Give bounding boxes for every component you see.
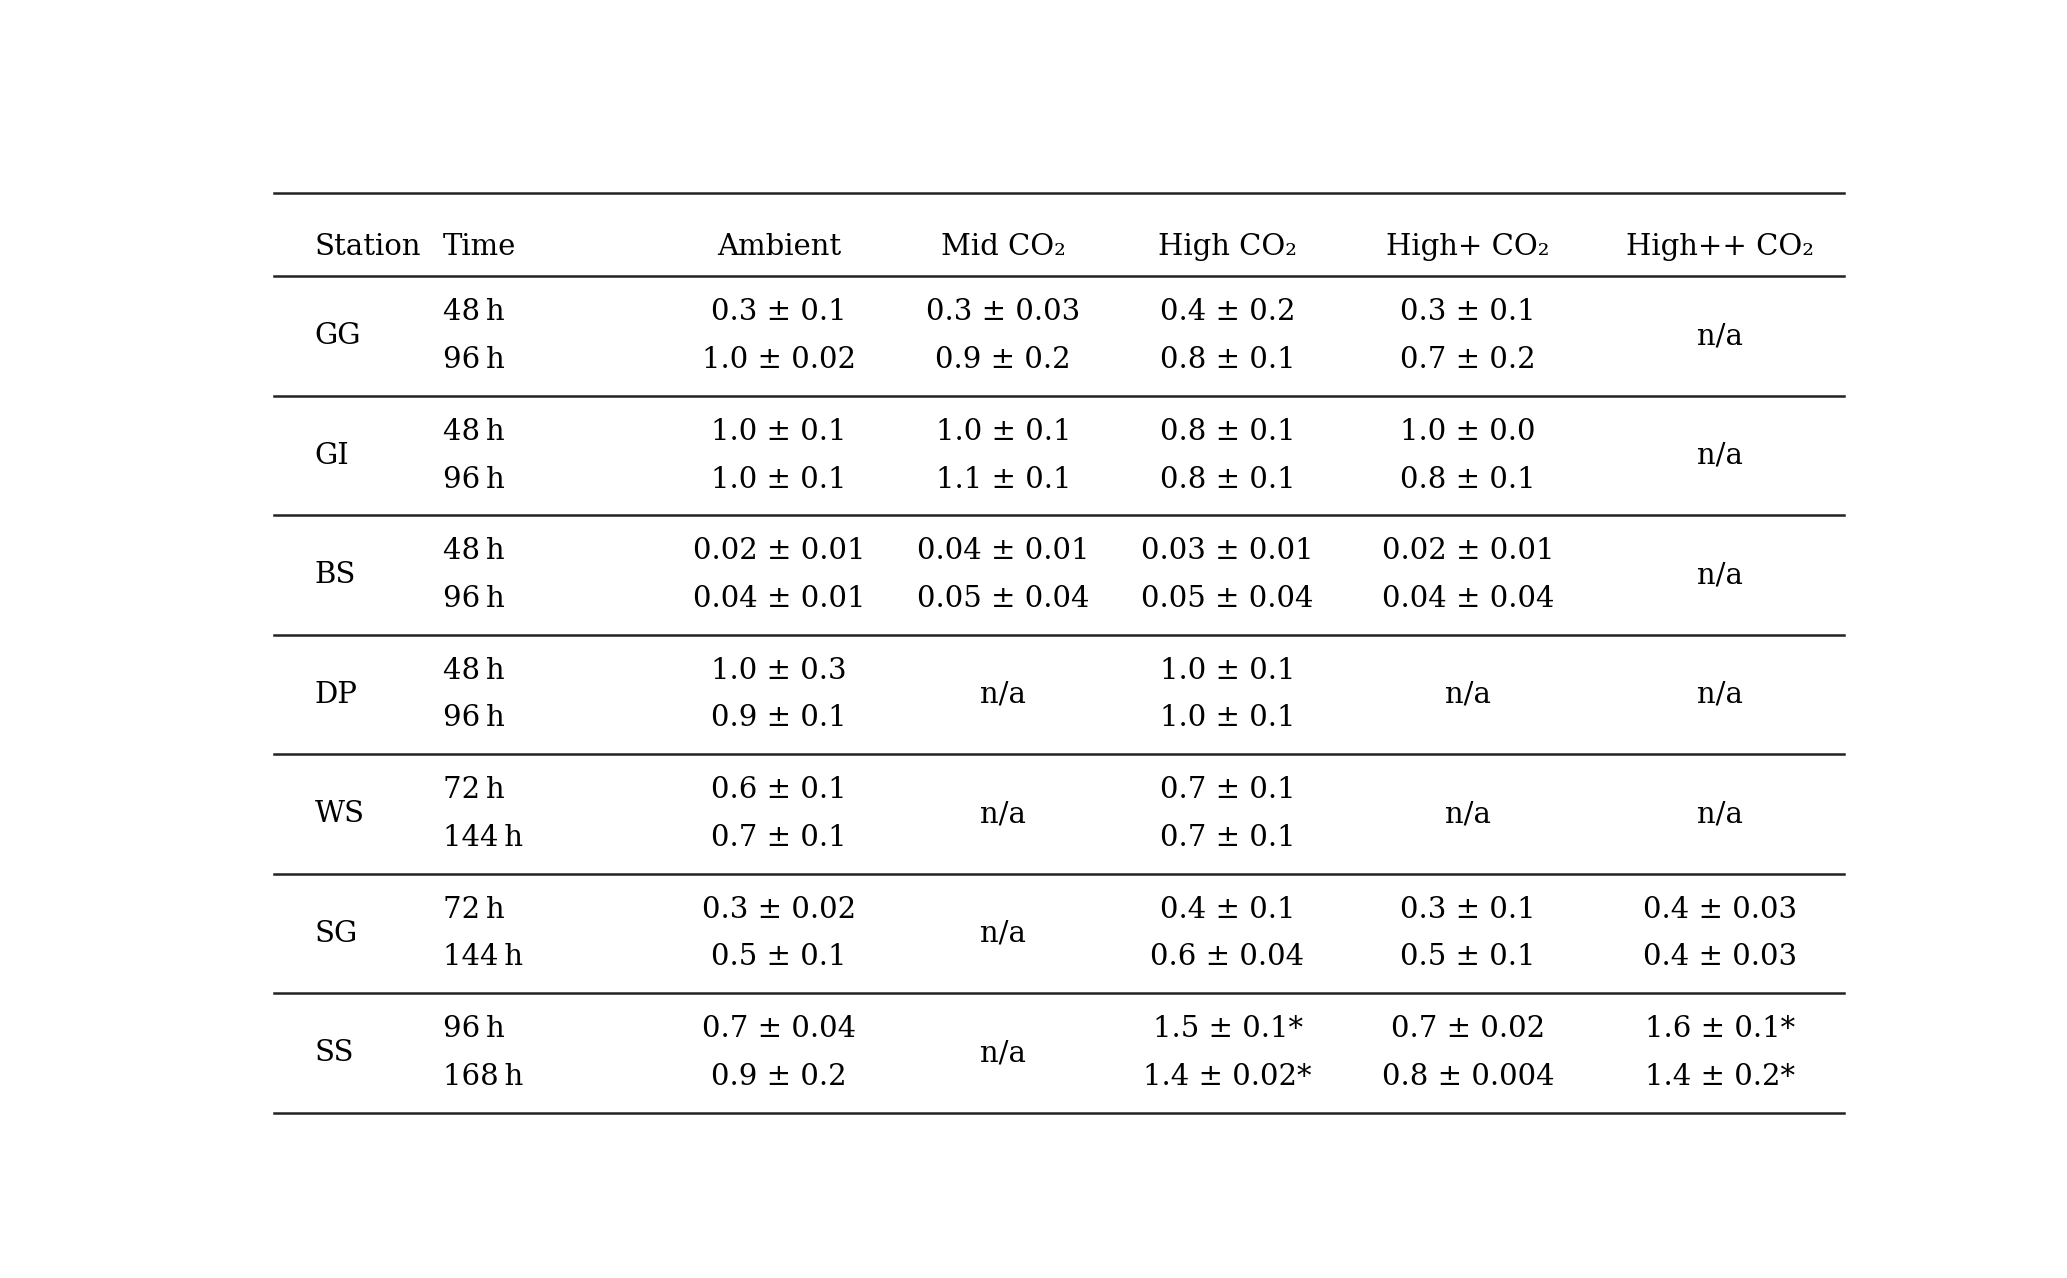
Text: 0.3 ± 0.02: 0.3 ± 0.02 [703,896,856,924]
Text: 0.03 ± 0.01: 0.03 ± 0.01 [1141,537,1315,565]
Text: 0.9 ± 0.2: 0.9 ± 0.2 [711,1063,847,1091]
Text: 1.5 ± 0.1*: 1.5 ± 0.1* [1153,1015,1302,1043]
Text: 48 h: 48 h [442,418,504,446]
Text: High+ CO₂: High+ CO₂ [1387,233,1550,261]
Text: n/a: n/a [1697,322,1742,350]
Text: High CO₂: High CO₂ [1158,233,1296,261]
Text: 0.7 ± 0.1: 0.7 ± 0.1 [1160,824,1296,852]
Text: 96 h: 96 h [442,465,504,493]
Text: n/a: n/a [1697,561,1742,589]
Text: 1.0 ± 0.1: 1.0 ± 0.1 [1160,657,1296,685]
Text: 0.7 ± 0.02: 0.7 ± 0.02 [1391,1015,1544,1043]
Text: 1.1 ± 0.1: 1.1 ± 0.1 [936,465,1071,493]
Text: 0.4 ± 0.03: 0.4 ± 0.03 [1643,943,1796,971]
Text: 168 h: 168 h [442,1063,523,1091]
Text: 0.8 ± 0.1: 0.8 ± 0.1 [1160,418,1296,446]
Text: SS: SS [314,1039,353,1067]
Text: 48 h: 48 h [442,537,504,565]
Text: 1.0 ± 0.02: 1.0 ± 0.02 [703,346,856,374]
Text: 1.0 ± 0.1: 1.0 ± 0.1 [936,418,1071,446]
Text: 72 h: 72 h [442,776,504,804]
Text: 96 h: 96 h [442,704,504,732]
Text: n/a: n/a [1445,800,1490,828]
Text: 0.5 ± 0.1: 0.5 ± 0.1 [711,943,847,971]
Text: GG: GG [314,322,362,350]
Text: 48 h: 48 h [442,298,504,326]
Text: High++ CO₂: High++ CO₂ [1627,233,1815,261]
Text: 0.4 ± 0.03: 0.4 ± 0.03 [1643,896,1796,924]
Text: Ambient: Ambient [717,233,841,261]
Text: 0.6 ± 0.04: 0.6 ± 0.04 [1151,943,1304,971]
Text: n/a: n/a [1697,800,1742,828]
Text: 0.8 ± 0.1: 0.8 ± 0.1 [1399,465,1536,493]
Text: n/a: n/a [1445,681,1490,708]
Text: BS: BS [314,561,356,589]
Text: DP: DP [314,681,358,708]
Text: 0.7 ± 0.04: 0.7 ± 0.04 [703,1015,856,1043]
Text: n/a: n/a [980,920,1027,947]
Text: 1.6 ± 0.1*: 1.6 ± 0.1* [1645,1015,1796,1043]
Text: 72 h: 72 h [442,896,504,924]
Text: 0.7 ± 0.2: 0.7 ± 0.2 [1399,346,1536,374]
Text: Station: Station [314,233,422,261]
Text: 1.0 ± 0.1: 1.0 ± 0.1 [1160,704,1296,732]
Text: SG: SG [314,920,358,947]
Text: 0.04 ± 0.04: 0.04 ± 0.04 [1381,585,1554,613]
Text: Time: Time [442,233,517,261]
Text: 0.9 ± 0.1: 0.9 ± 0.1 [711,704,847,732]
Text: 0.7 ± 0.1: 0.7 ± 0.1 [711,824,847,852]
Text: 144 h: 144 h [442,824,523,852]
Text: Mid CO₂: Mid CO₂ [940,233,1067,261]
Text: 1.0 ± 0.1: 1.0 ± 0.1 [711,465,847,493]
Text: 0.8 ± 0.1: 0.8 ± 0.1 [1160,465,1296,493]
Text: 1.4 ± 0.2*: 1.4 ± 0.2* [1645,1063,1794,1091]
Text: 48 h: 48 h [442,657,504,685]
Text: 0.4 ± 0.1: 0.4 ± 0.1 [1160,896,1296,924]
Text: 1.0 ± 0.1: 1.0 ± 0.1 [711,418,847,446]
Text: 0.04 ± 0.01: 0.04 ± 0.01 [918,537,1089,565]
Text: 0.9 ± 0.2: 0.9 ± 0.2 [936,346,1071,374]
Text: 96 h: 96 h [442,585,504,613]
Text: 96 h: 96 h [442,1015,504,1043]
Text: 0.04 ± 0.01: 0.04 ± 0.01 [692,585,866,613]
Text: n/a: n/a [1697,442,1742,469]
Text: 0.05 ± 0.04: 0.05 ± 0.04 [918,585,1089,613]
Text: 0.3 ± 0.03: 0.3 ± 0.03 [926,298,1081,326]
Text: 0.3 ± 0.1: 0.3 ± 0.1 [1399,896,1536,924]
Text: 0.3 ± 0.1: 0.3 ± 0.1 [711,298,847,326]
Text: 1.4 ± 0.02*: 1.4 ± 0.02* [1143,1063,1313,1091]
Text: n/a: n/a [980,681,1027,708]
Text: 0.02 ± 0.01: 0.02 ± 0.01 [1381,537,1554,565]
Text: n/a: n/a [1697,681,1742,708]
Text: 0.7 ± 0.1: 0.7 ± 0.1 [1160,776,1296,804]
Text: 0.4 ± 0.2: 0.4 ± 0.2 [1160,298,1296,326]
Text: WS: WS [314,800,364,828]
Text: 1.0 ± 0.0: 1.0 ± 0.0 [1399,418,1536,446]
Text: GI: GI [314,442,349,469]
Text: 0.02 ± 0.01: 0.02 ± 0.01 [692,537,866,565]
Text: 1.0 ± 0.3: 1.0 ± 0.3 [711,657,847,685]
Text: 0.8 ± 0.1: 0.8 ± 0.1 [1160,346,1296,374]
Text: 0.8 ± 0.004: 0.8 ± 0.004 [1381,1063,1554,1091]
Text: 0.05 ± 0.04: 0.05 ± 0.04 [1141,585,1315,613]
Text: n/a: n/a [980,800,1027,828]
Text: 144 h: 144 h [442,943,523,971]
Text: n/a: n/a [980,1039,1027,1067]
Text: 0.6 ± 0.1: 0.6 ± 0.1 [711,776,847,804]
Text: 0.5 ± 0.1: 0.5 ± 0.1 [1399,943,1536,971]
Text: 96 h: 96 h [442,346,504,374]
Text: 0.3 ± 0.1: 0.3 ± 0.1 [1399,298,1536,326]
